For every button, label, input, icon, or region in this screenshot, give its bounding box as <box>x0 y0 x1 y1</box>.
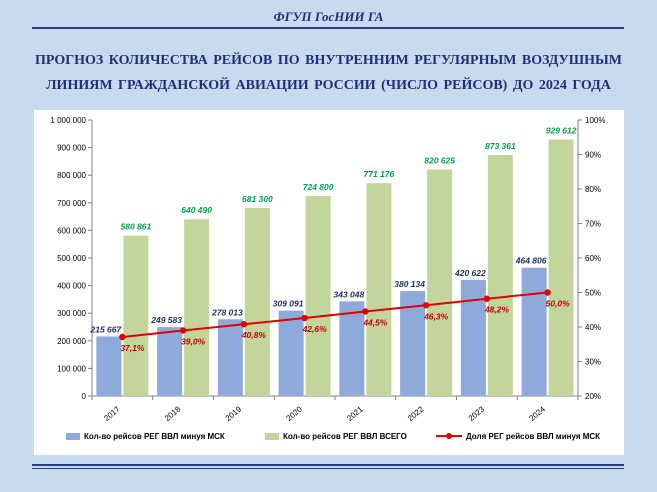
bar-total <box>487 154 513 396</box>
x-tick-label: 2017 <box>102 404 122 423</box>
data-label-total: 640 490 <box>181 205 212 215</box>
x-tick-label: 2018 <box>163 404 183 423</box>
bar-total <box>548 139 574 396</box>
chart-title: ПРОГНОЗ КОЛИЧЕСТВА РЕЙСОВ ПО ВНУТРЕННИМ … <box>20 48 637 98</box>
y-left-tick-label: 900 000 <box>57 144 86 153</box>
y-right-tick-label: 20% <box>585 392 601 401</box>
bar-total <box>244 207 270 396</box>
data-label-share: 42,6% <box>302 324 328 334</box>
x-tick-label: 2023 <box>467 404 487 423</box>
share-point <box>240 321 248 328</box>
top-rule <box>32 27 624 29</box>
y-left-tick-label: 700 000 <box>57 199 86 208</box>
y-left-tick-label: 500 000 <box>57 254 86 263</box>
bar-total <box>427 169 453 396</box>
x-tick-label: 2022 <box>406 404 426 423</box>
data-label-total: 724 800 <box>303 182 334 192</box>
share-point <box>119 333 126 341</box>
x-tick-label: 2019 <box>224 404 244 423</box>
share-point <box>544 289 551 296</box>
bar-minus-msk <box>278 310 304 396</box>
data-label-minus-msk: 420 622 <box>454 268 486 278</box>
bar-total <box>184 219 210 396</box>
data-label-minus-msk: 309 091 <box>273 299 304 309</box>
y-right-tick-label: 40% <box>585 323 601 332</box>
legend-label-total: Кол-во рейсов РЕГ ВВЛ ВСЕГО <box>283 432 407 441</box>
data-label-total: 929 612 <box>546 125 577 135</box>
chart-title-line-2: ЛИНИЯМ ГРАЖДАНСКОЙ АВИАЦИИ РОССИИ (ЧИСЛО… <box>46 78 611 93</box>
y-right-tick-label: 100% <box>585 116 605 125</box>
data-label-minus-msk: 215 667 <box>90 324 123 334</box>
share-point <box>362 308 369 315</box>
data-label-share: 48,2% <box>484 305 510 315</box>
legend-swatch-total <box>265 433 279 440</box>
bar-total <box>123 235 149 396</box>
bar-minus-msk <box>400 291 426 396</box>
bar-minus-msk <box>96 336 122 396</box>
data-label-total: 580 861 <box>121 222 152 232</box>
data-label-minus-msk: 249 583 <box>150 315 182 325</box>
y-left-tick-label: 100 000 <box>57 364 86 373</box>
chart-title-line-1: ПРОГНОЗ КОЛИЧЕСТВА РЕЙСОВ ПО ВНУТРЕННИМ … <box>34 53 622 68</box>
y-left-tick-label: 400 000 <box>57 282 86 291</box>
legend-label-share: Доля РЕГ рейсов ВВЛ минуя МСК <box>466 432 600 441</box>
data-label-total: 873 361 <box>485 141 516 151</box>
bar-minus-msk <box>339 301 365 396</box>
bar-total <box>366 183 392 396</box>
x-tick-label: 2021 <box>345 404 365 423</box>
bar-minus-msk <box>217 319 243 396</box>
data-label-minus-msk: 278 013 <box>211 307 243 317</box>
share-point <box>179 327 187 334</box>
legend-swatch-minus-msk <box>66 433 80 440</box>
data-label-share: 44,5% <box>362 317 388 327</box>
y-right-tick-label: 90% <box>585 151 601 160</box>
data-label-share: 39,0% <box>181 336 206 346</box>
x-tick-label: 2020 <box>284 404 304 423</box>
bottom-rule-2 <box>32 468 624 469</box>
y-right-tick-label: 80% <box>585 185 601 194</box>
y-left-tick-label: 300 000 <box>57 309 86 318</box>
data-label-share: 37,1% <box>120 343 145 353</box>
y-left-tick-label: 1 000 000 <box>50 116 86 125</box>
chart-svg: 0 100 000 200 000 300 000 400 000 500 000 600 … <box>50 116 605 441</box>
data-label-minus-msk: 380 134 <box>394 279 425 289</box>
share-point <box>422 302 430 309</box>
y-left-tick-label: 200 000 <box>57 337 86 346</box>
data-label-minus-msk: 464 806 <box>515 256 547 266</box>
bar-minus-msk <box>521 267 547 396</box>
data-label-total: 820 625 <box>424 156 455 166</box>
bar-minus-msk <box>460 279 486 396</box>
data-label-minus-msk: 343 048 <box>334 289 365 299</box>
data-label-share: 50,0% <box>546 299 571 309</box>
bottom-rule-1 <box>32 464 624 466</box>
y-left-tick-label: 600 000 <box>57 226 86 235</box>
y-right-tick-label: 60% <box>585 254 601 263</box>
data-label-total: 771 176 <box>364 169 395 179</box>
chart-panel: 0 100 000 200 000 300 000 400 000 500 000 600 … <box>34 110 624 455</box>
y-right-tick-label: 70% <box>585 220 601 229</box>
x-tick-label: 2024 <box>527 404 547 423</box>
legend-label-minus-msk: Кол-во рейсов РЕГ ВВЛ минуя МСК <box>84 432 225 441</box>
y-right-tick-label: 50% <box>585 289 601 298</box>
bar-total <box>305 195 331 396</box>
share-point <box>301 314 308 322</box>
share-point <box>483 295 491 302</box>
data-label-share: 46,3% <box>423 311 449 321</box>
org-name: ФГУП ГосНИИ ГА <box>273 9 384 24</box>
bar-minus-msk <box>157 327 183 396</box>
data-label-total: 681 300 <box>242 194 273 204</box>
data-label-share: 40,8% <box>241 330 267 340</box>
y-right-tick-label: 30% <box>585 358 601 367</box>
share-line <box>122 291 548 338</box>
y-left-tick-label: 800 000 <box>57 171 86 180</box>
legend-marker-share <box>446 433 452 439</box>
y-left-tick-label: 0 <box>82 392 87 401</box>
